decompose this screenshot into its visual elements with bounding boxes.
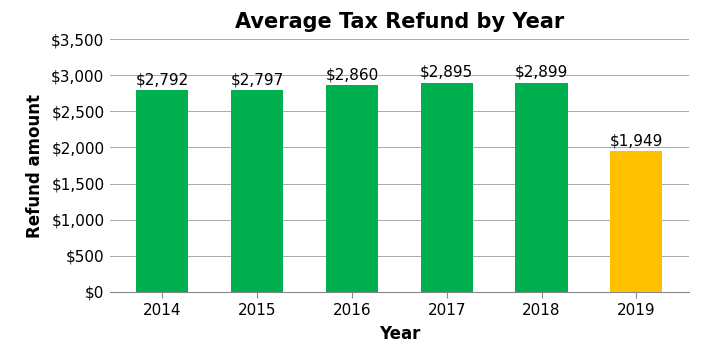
Text: $2,899: $2,899 [515, 65, 568, 80]
Text: $2,860: $2,860 [325, 68, 378, 83]
Bar [326, 85, 378, 292]
Bar [515, 83, 567, 292]
Text: $2,797: $2,797 [231, 72, 284, 87]
Text: $2,895: $2,895 [420, 65, 474, 80]
Text: $2,792: $2,792 [136, 72, 189, 88]
Bar [421, 83, 473, 292]
X-axis label: Year: Year [378, 325, 420, 343]
Title: Average Tax Refund by Year: Average Tax Refund by Year [235, 12, 564, 32]
Y-axis label: Refund amount: Refund amount [26, 94, 44, 237]
Bar [231, 90, 283, 292]
Bar [136, 90, 188, 292]
Text: $1,949: $1,949 [610, 133, 663, 148]
Bar [611, 151, 662, 292]
